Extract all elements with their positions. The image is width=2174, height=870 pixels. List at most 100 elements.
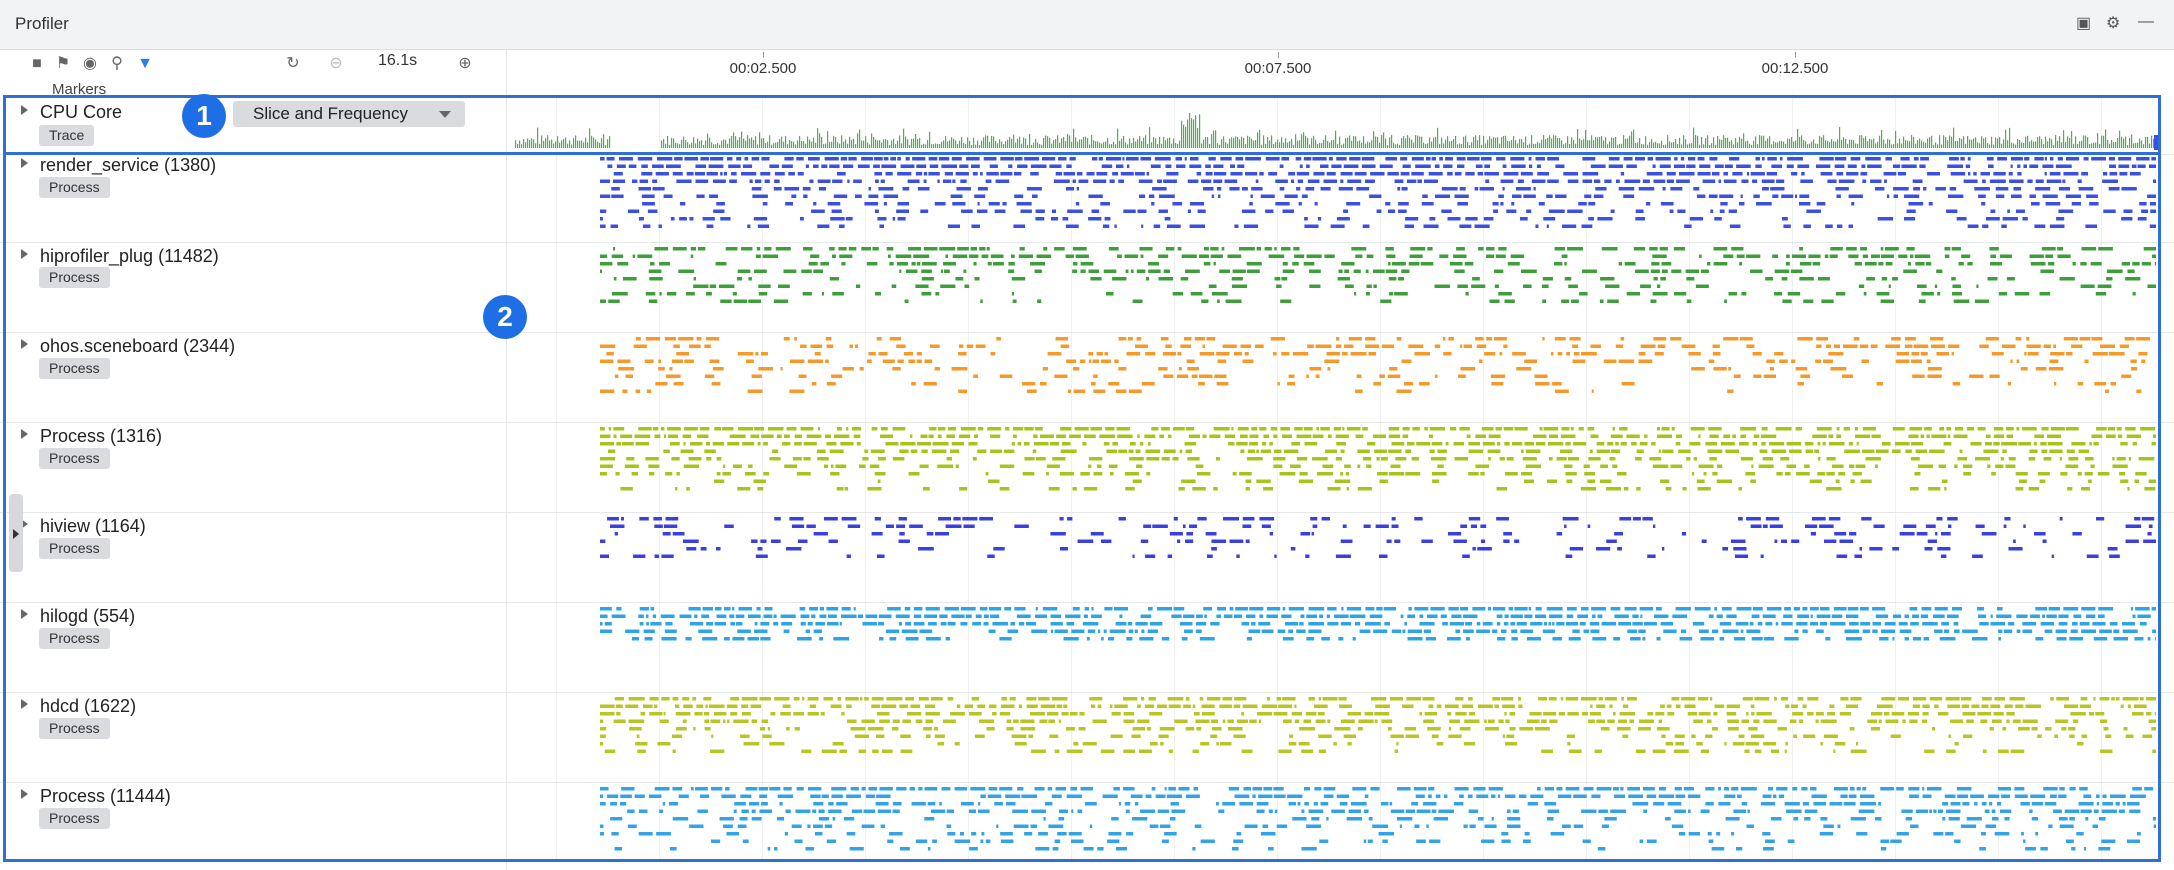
globe-icon[interactable]: ◉	[83, 55, 97, 72]
process-slice	[1049, 734, 1059, 738]
cpu-frequency-bar	[2039, 136, 2041, 148]
cpu-mode-select-value: Slice and Frequency	[253, 104, 408, 123]
process-slice	[1524, 359, 1538, 363]
process-slice	[1123, 209, 1136, 213]
process-slice	[1929, 809, 1933, 813]
process-slice	[1313, 704, 1328, 708]
process-slice	[1111, 817, 1119, 821]
process-slice	[1520, 472, 1533, 476]
process-slice	[1388, 262, 1391, 266]
flag-icon[interactable]: ⚑	[55, 55, 71, 72]
cpu-frequency-bar	[1743, 133, 1745, 148]
cpu-frequency-bar	[749, 138, 751, 148]
process-slice	[1950, 719, 1964, 723]
process-slice	[1746, 254, 1761, 258]
process-slice	[1179, 622, 1193, 626]
cpu-frequency-bar	[2093, 142, 2095, 148]
process-slice	[946, 457, 952, 461]
cpu-frequency-bar	[1413, 142, 1415, 148]
process-slice	[2144, 787, 2154, 791]
process-expand-toggle[interactable]	[21, 249, 28, 259]
process-slice	[847, 524, 861, 528]
process-slice	[1985, 217, 2000, 221]
cpu-mode-select[interactable]: Slice and Frequency	[233, 101, 465, 127]
process-slice	[1059, 472, 1074, 476]
process-slice	[827, 622, 839, 626]
process-slice	[1304, 442, 1318, 446]
process-expand-toggle[interactable]	[21, 158, 28, 168]
stop-icon[interactable]: ■	[32, 55, 42, 72]
reset-zoom-icon[interactable]: ↻	[286, 55, 300, 72]
search-icon[interactable]: ⚲	[111, 55, 123, 72]
process-slice	[1872, 622, 1882, 626]
process-slice	[1604, 817, 1617, 821]
process-expand-toggle[interactable]	[21, 789, 28, 799]
process-slice	[738, 427, 754, 431]
minimize-icon[interactable]: —	[2138, 13, 2154, 30]
process-slice	[2072, 622, 2078, 626]
cpu-frequency-bar	[1711, 143, 1713, 148]
process-slice	[715, 547, 721, 551]
process-slice	[1260, 832, 1276, 836]
process-slice	[1699, 164, 1711, 168]
panel-collapse-handle[interactable]	[9, 494, 23, 572]
cpu-frequency-bar	[2113, 142, 2115, 148]
cpu-frequency-bar	[1987, 143, 1989, 148]
process-expand-toggle[interactable]	[21, 609, 28, 619]
process-slice	[1741, 292, 1747, 296]
process-slice	[2045, 727, 2052, 731]
process-slice	[928, 434, 934, 438]
process-slice	[988, 704, 997, 708]
process-expand-toggle[interactable]	[21, 519, 28, 529]
process-slice	[2133, 704, 2147, 708]
process-slice	[925, 637, 941, 641]
process-expand-toggle[interactable]	[21, 699, 28, 709]
process-slice	[1091, 209, 1100, 213]
process-slice	[1084, 802, 1097, 806]
cpu-frequency-bar	[681, 139, 683, 148]
cpu-expand-toggle[interactable]	[21, 105, 28, 115]
grid-line	[1277, 94, 1278, 862]
process-slice	[850, 787, 859, 791]
cpu-frequency-bar	[2087, 137, 2089, 148]
process-expand-toggle[interactable]	[21, 339, 28, 349]
process-expand-toggle[interactable]	[21, 429, 28, 439]
process-slice	[1088, 217, 1102, 221]
process-slice	[1653, 614, 1669, 618]
process-slice	[1765, 839, 1775, 843]
cpu-frequency-bar	[1479, 135, 1481, 148]
process-slice	[802, 247, 813, 251]
process-slice	[716, 202, 725, 206]
process-slice	[2039, 479, 2046, 483]
process-slice	[1112, 277, 1127, 281]
zoom-in-icon[interactable]: ⊕	[458, 55, 472, 72]
process-slice	[1016, 614, 1031, 618]
process-slice	[832, 817, 836, 821]
process-slice	[1854, 554, 1863, 558]
filter-icon[interactable]: ▼	[137, 55, 153, 72]
process-slice	[1261, 704, 1278, 708]
process-slice	[1724, 794, 1736, 798]
process-slice	[1294, 704, 1297, 708]
process-slice	[2147, 637, 2151, 641]
process-slice	[732, 464, 742, 468]
process-slice	[1061, 442, 1071, 446]
process-slice	[2085, 614, 2096, 618]
process-slice	[1501, 832, 1509, 836]
markers-label: Markers	[52, 81, 107, 98]
process-slice	[1533, 434, 1547, 438]
restore-icon[interactable]: ▣	[2076, 15, 2092, 32]
process-slice	[1494, 337, 1507, 341]
zoom-out-icon[interactable]: ⊖	[329, 55, 343, 72]
process-slice	[1080, 472, 1090, 476]
process-slice	[1601, 247, 1618, 251]
process-slice	[1146, 172, 1150, 176]
cpu-frequency-bar	[1597, 137, 1599, 148]
process-slice	[1082, 622, 1099, 626]
process-slice	[813, 802, 824, 806]
process-slice	[1786, 809, 1802, 813]
process-slice	[1777, 727, 1787, 731]
gear-icon[interactable]: ⚙	[2106, 15, 2121, 32]
process-slice	[1618, 622, 1632, 626]
